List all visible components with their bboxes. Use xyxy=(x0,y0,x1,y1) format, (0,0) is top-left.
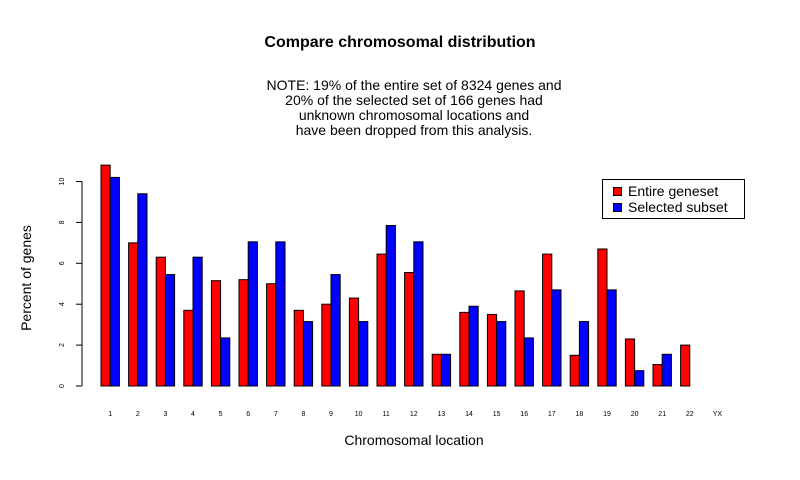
bar-entire-15 xyxy=(486,313,498,387)
note-line: have been dropped from this analysis. xyxy=(295,122,533,138)
y-tick-label: 6 xyxy=(59,261,66,265)
x-tick-label: 3 xyxy=(163,411,167,418)
x-axis-label: Chromosomal location xyxy=(344,432,484,448)
x-tick-labels: 1 2 3 4 5 6 7 8 9 10 11 12 13 14 15 16 17 18 19 20 21 22 YX xyxy=(108,411,722,418)
x-tick-label: 7 xyxy=(274,411,278,418)
bar-selected-12 xyxy=(413,241,424,387)
bar-entire-12 xyxy=(404,272,415,387)
bar-selected-20 xyxy=(634,370,645,387)
legend-swatch-red xyxy=(613,186,622,196)
bar-selected-4 xyxy=(192,256,203,387)
bar-entire-17 xyxy=(542,253,553,387)
x-tick-label: 20 xyxy=(631,411,639,418)
note-line: 20% of the selected set of 166 genes had xyxy=(285,92,543,108)
chart-legend: Entire geneset Selected subset xyxy=(602,179,745,219)
legend-item-entire: Entire geneset xyxy=(613,183,718,199)
legend-label: Selected subset xyxy=(628,199,728,215)
x-tick-label: 6 xyxy=(246,411,250,418)
y-tick-label: 4 xyxy=(59,302,66,306)
bar-entire-22 xyxy=(680,344,691,387)
x-tick-label: 2 xyxy=(136,411,140,418)
bar-selected-3 xyxy=(164,274,176,387)
bar-entire-9 xyxy=(321,303,332,387)
bar-selected-14 xyxy=(468,305,479,387)
bar-selected-18 xyxy=(578,321,590,387)
bar-selected-13 xyxy=(440,353,452,387)
bar-selected-15 xyxy=(496,321,507,387)
x-tick-label: 16 xyxy=(520,411,528,418)
y-axis-label: Percent of genes xyxy=(18,225,34,331)
bar-entire-8 xyxy=(293,309,304,387)
x-tick-label: 19 xyxy=(603,411,611,418)
bar-selected-6 xyxy=(247,241,258,387)
bar-entire-3 xyxy=(155,256,166,387)
x-tick-label: 9 xyxy=(329,411,333,418)
bar-entire-10 xyxy=(348,297,360,387)
bars-group xyxy=(100,164,691,387)
x-tick-label: YX xyxy=(713,411,723,418)
bar-entire-16 xyxy=(514,290,525,387)
bar-entire-2 xyxy=(128,242,139,387)
bar-selected-9 xyxy=(330,274,341,387)
y-tick-label: 8 xyxy=(59,220,66,224)
y-tick-label: 0 xyxy=(59,384,66,388)
y-tick-label: 2 xyxy=(59,343,66,347)
bar-entire-6 xyxy=(238,279,249,387)
x-tick-label: 4 xyxy=(191,411,195,418)
bar-selected-11 xyxy=(385,224,396,387)
bar-selected-19 xyxy=(606,289,617,387)
legend-swatch-blue xyxy=(613,202,622,212)
bar-entire-21 xyxy=(652,364,663,387)
x-tick-label: 17 xyxy=(548,411,556,418)
bar-selected-1 xyxy=(109,176,120,387)
note-line: NOTE: 19% of the entire set of 8324 gene… xyxy=(266,77,562,93)
bar-entire-14 xyxy=(459,311,470,387)
bar-selected-17 xyxy=(551,289,562,387)
bar-selected-5 xyxy=(220,337,231,387)
bar-selected-16 xyxy=(523,337,534,387)
bar-selected-2 xyxy=(137,193,148,387)
x-tick-label: 13 xyxy=(438,411,446,418)
x-tick-label: 21 xyxy=(658,411,666,418)
y-tick-label: 10 xyxy=(59,178,66,186)
x-tick-label: 22 xyxy=(686,411,694,418)
bar-entire-7 xyxy=(266,283,277,387)
bar-entire-4 xyxy=(183,309,194,387)
bar-entire-20 xyxy=(624,338,636,387)
bar-entire-19 xyxy=(597,248,608,387)
x-tick-label: 5 xyxy=(219,411,223,418)
legend-label: Entire geneset xyxy=(628,183,719,199)
x-tick-label: 8 xyxy=(301,411,305,418)
x-tick-label: 10 xyxy=(355,411,363,418)
bar-entire-5 xyxy=(210,280,222,387)
y-axis: 0 2 4 6 8 10 xyxy=(59,178,83,388)
chart-note: NOTE: 19% of the entire set of 8324 gene… xyxy=(150,78,678,138)
x-tick-label: 14 xyxy=(465,411,473,418)
bar-selected-10 xyxy=(358,321,369,387)
x-tick-label: 15 xyxy=(493,411,501,418)
note-line: unknown chromosomal locations and xyxy=(298,107,530,123)
x-tick-label: 1 xyxy=(108,411,112,418)
bar-entire-11 xyxy=(376,253,387,387)
bar-entire-13 xyxy=(431,353,442,387)
bar-entire-1 xyxy=(100,164,111,387)
bar-entire-18 xyxy=(569,354,580,387)
bar-selected-8 xyxy=(302,321,314,387)
x-tick-label: 18 xyxy=(576,411,584,418)
legend-item-selected: Selected subset xyxy=(613,199,728,215)
chart-title: Compare chromosomal distribution xyxy=(264,34,536,51)
x-tick-label: 12 xyxy=(410,411,418,418)
bar-selected-7 xyxy=(275,241,286,387)
bar-selected-21 xyxy=(661,353,672,387)
x-tick-label: 11 xyxy=(383,411,390,418)
